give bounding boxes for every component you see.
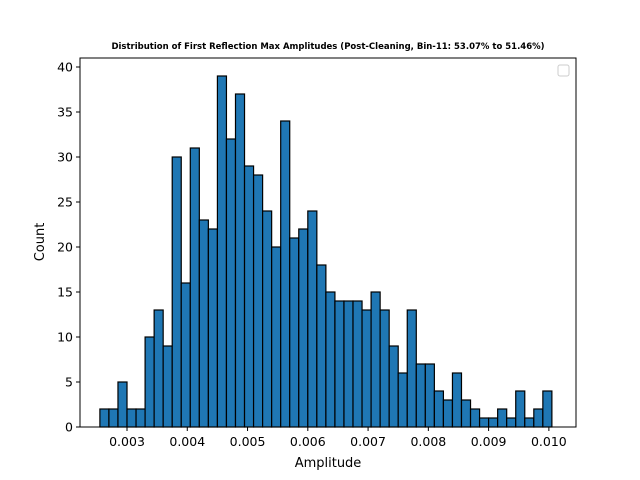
histogram-bar [153,309,164,428]
histogram-bar [524,417,535,428]
histogram-bar [406,309,417,428]
histogram-bar [379,309,390,428]
histogram-bar [478,417,490,428]
histogram-bar [506,417,517,428]
histogram-bar [162,345,173,428]
histogram-bar [198,219,209,428]
y-tick-label: 35 [57,105,73,120]
histogram-bar [207,228,219,428]
histogram-bar [234,93,246,428]
histogram-bar [397,372,408,428]
histogram-bar [126,408,137,428]
histogram-bar [343,300,354,428]
histogram-bar [433,390,445,428]
histogram-bar [262,210,273,428]
y-tick-label: 40 [57,60,73,75]
histogram-bar [451,372,463,428]
histogram-bar [352,300,363,428]
histogram-bar [460,399,472,428]
histogram-bar [216,75,228,428]
histogram-bar [424,363,435,428]
histogram-bar [515,390,526,428]
y-tick-label: 10 [57,330,73,345]
y-tick-label: 25 [57,195,73,210]
histogram-bar [108,408,119,428]
histogram-bar [497,408,508,428]
histogram-bar [361,309,372,428]
y-axis-label: Count [33,223,48,262]
histogram-bar [370,291,381,428]
histogram-bar [225,138,237,428]
histogram-bar [180,282,191,428]
histogram-bar [488,417,499,428]
histogram-bar [144,336,155,428]
histogram-bar [325,291,336,428]
chart-title: Distribution of First Reflection Max Amp… [111,42,544,52]
y-axis-ticks: 0 5 10 15 20 25 30 35 40 [57,60,80,435]
histogram-bar [117,381,128,428]
x-tick-label: 0.009 [471,434,507,449]
histogram-bar [99,408,110,428]
histogram-bar [334,300,345,428]
y-tick-label: 20 [57,240,73,255]
x-axis-label: Amplitude [295,456,362,471]
histogram-bar [189,147,200,428]
histogram-bar [298,228,309,428]
x-axis-ticks: 0.003 0.004 0.005 0.006 0.007 0.008 0.009 0.010 [109,427,567,449]
histogram-bar [252,174,264,428]
histogram-bar [243,165,255,428]
histogram-bar [533,408,544,428]
histogram-bar [469,408,481,428]
plot-frame [79,57,577,428]
y-tick-label: 0 [65,420,73,435]
y-tick-label: 30 [57,150,73,165]
y-tick-label: 15 [57,285,73,300]
x-tick-label: 0.005 [230,434,266,449]
histogram-bar [280,120,291,428]
x-tick-label: 0.010 [531,434,567,449]
histogram-bar [135,408,146,428]
histogram-bar [316,264,327,428]
x-tick-label: 0.007 [350,434,386,449]
histogram-bar [442,399,454,428]
histogram-bar [171,156,182,428]
histogram-bar [271,246,282,428]
histogram-bar [289,237,300,428]
y-tick-label: 5 [65,375,73,390]
histogram-bar [542,390,553,428]
x-tick-label: 0.004 [169,434,205,449]
x-tick-label: 0.008 [410,434,446,449]
bars-group [99,75,553,428]
histogram-bar [388,345,399,428]
histogram-bar [307,210,318,428]
x-tick-label: 0.006 [290,434,326,449]
x-tick-label: 0.003 [109,434,145,449]
histogram-bar [415,363,426,428]
legend-box [557,64,570,77]
